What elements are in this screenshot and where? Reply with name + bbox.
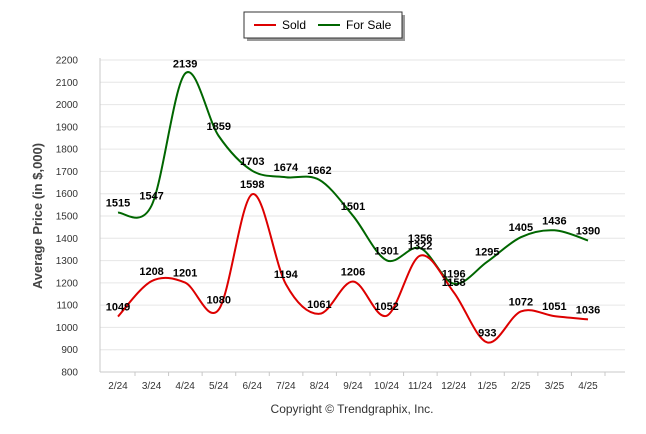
axes <box>99 58 625 376</box>
for-sale-series-line <box>117 71 589 285</box>
x-tick-label: 2/25 <box>511 381 531 392</box>
for-sale-data-label: 1295 <box>475 247 499 259</box>
for-sale-data-label: 1859 <box>206 121 230 133</box>
y-tick-label: 1400 <box>56 234 79 245</box>
sold-data-label: 1194 <box>274 269 299 281</box>
y-tick-labels: 800 900 1000 1100 1200 1300 1400 1500 1600 1700 18… <box>56 56 79 379</box>
for-sale-data-label: 1405 <box>509 222 533 234</box>
sold-data-label: 1158 <box>442 277 466 289</box>
x-tick-label: 2/24 <box>108 381 128 392</box>
x-tick-label: 11/24 <box>408 381 433 392</box>
for-sale-data-label: 1356 <box>408 233 432 245</box>
x-tick-label: 6/24 <box>243 381 263 392</box>
x-tick-label: 4/25 <box>578 381 598 392</box>
y-tick-label: 1000 <box>56 323 79 334</box>
y-tick-label: 2200 <box>56 56 79 67</box>
sold-data-label: 1049 <box>106 302 130 314</box>
y-tick-label: 1100 <box>56 301 78 312</box>
y-tick-label: 1600 <box>56 189 79 200</box>
x-tick-label: 1/25 <box>478 381 498 392</box>
x-tick-label: 10/24 <box>374 381 399 392</box>
x-tick-label: 9/24 <box>343 381 363 392</box>
x-tick-label: 4/24 <box>175 381 195 392</box>
x-tick-label: 3/24 <box>142 381 162 392</box>
data-labels: 1049 1208 1201 1080 1598 1194 1061 1206 1052 1322… <box>106 59 600 340</box>
y-axis-label: Average Price (in $,000) <box>30 143 45 289</box>
sold-series-line <box>117 193 589 344</box>
sold-data-label: 1598 <box>240 179 264 191</box>
sold-data-label: 1206 <box>341 267 365 279</box>
sold-data-label: 1061 <box>307 299 331 311</box>
legend-forsale-label: For Sale <box>346 18 392 32</box>
series-lines <box>117 71 589 344</box>
for-sale-data-label: 2139 <box>173 59 197 71</box>
for-sale-data-label: 1515 <box>106 198 130 210</box>
x-tick-label: 5/24 <box>209 381 229 392</box>
sold-data-label: 1208 <box>139 266 163 278</box>
y-tick-label: 900 <box>61 345 78 356</box>
y-tick-label: 2100 <box>56 78 79 89</box>
y-tick-label: 1900 <box>56 122 79 133</box>
x-tick-label: 7/24 <box>276 381 296 392</box>
for-sale-data-label: 1196 <box>442 269 466 281</box>
copyright-footer: Copyright © Trendgraphix, Inc. <box>271 402 434 416</box>
y-tick-label: 1200 <box>56 278 79 289</box>
y-tick-label: 1800 <box>56 145 79 156</box>
sold-data-label: 1322 <box>408 241 432 253</box>
y-tick-label: 1300 <box>56 256 79 267</box>
sold-data-label: 933 <box>478 327 496 339</box>
y-tick-label: 1500 <box>56 212 79 223</box>
y-tick-label: 800 <box>61 368 78 379</box>
for-sale-data-label: 1674 <box>274 162 299 174</box>
for-sale-data-label: 1436 <box>542 215 566 227</box>
x-tick-label: 8/24 <box>310 381 330 392</box>
sold-data-label: 1201 <box>173 268 197 280</box>
x-tick-label: 12/24 <box>441 381 466 392</box>
sold-data-label: 1051 <box>542 301 566 313</box>
x-tick-label: 3/25 <box>545 381 565 392</box>
y-tick-label: 1700 <box>56 167 79 178</box>
y-tick-label: 2000 <box>56 100 79 111</box>
sold-data-label: 1072 <box>509 296 533 308</box>
x-tick-labels: 2/24 3/24 4/24 5/24 6/24 7/24 8/24 9/24 10/24 11/… <box>108 381 598 392</box>
sold-data-label: 1080 <box>206 295 230 307</box>
sold-data-label: 1036 <box>576 304 600 316</box>
for-sale-data-label: 1501 <box>341 201 365 213</box>
for-sale-data-label: 1662 <box>307 165 331 177</box>
for-sale-data-label: 1301 <box>374 245 398 257</box>
for-sale-data-label: 1703 <box>240 156 264 168</box>
legend: Sold For Sale <box>243 11 405 41</box>
legend-sold-label: Sold <box>282 18 306 32</box>
for-sale-data-label: 1547 <box>139 191 163 203</box>
for-sale-data-label: 1390 <box>576 226 600 238</box>
sold-data-label: 1052 <box>374 301 398 313</box>
